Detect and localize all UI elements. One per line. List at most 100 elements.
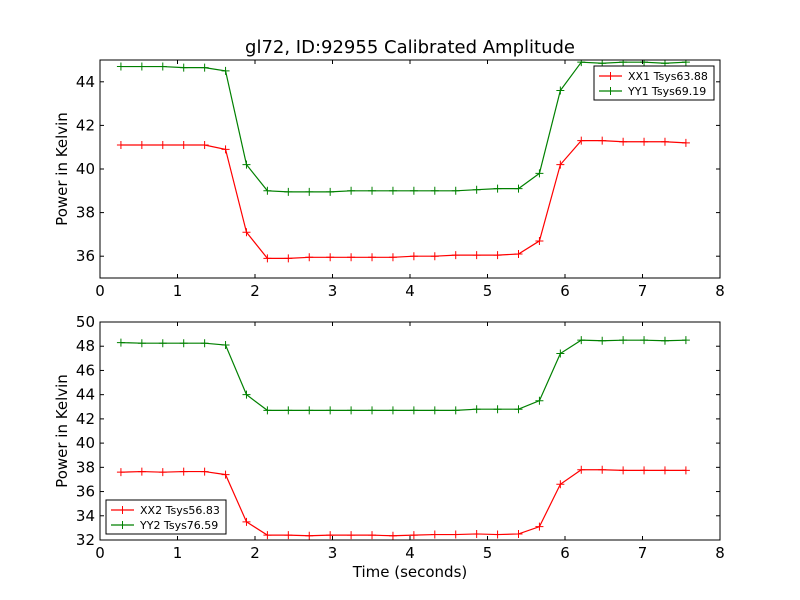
data-point [451, 251, 460, 260]
data-point [158, 468, 167, 477]
legend-marker [606, 72, 615, 80]
data-point [577, 465, 586, 474]
y-tick-label: 32 [76, 531, 95, 549]
data-point [326, 253, 335, 262]
data-point [472, 529, 481, 538]
x-tick-label: 8 [715, 544, 725, 562]
data-point [535, 522, 544, 531]
y-tick-label: 36 [76, 247, 95, 265]
legend: XX1 Tsys63.88 YY1 Tsys69.19 [593, 65, 715, 101]
data-point [305, 406, 314, 415]
data-point [556, 160, 565, 169]
data-point [430, 186, 439, 195]
data-point [368, 531, 377, 540]
data-point [116, 141, 125, 150]
data-point [388, 253, 397, 262]
data-point [179, 467, 188, 476]
y-tick-label: 40 [76, 160, 95, 178]
data-point [681, 336, 690, 345]
x-tick-label: 1 [173, 282, 183, 300]
series-line-2 [120, 61, 686, 193]
data-point [347, 253, 356, 262]
y-tick-label: 42 [76, 410, 95, 428]
data-point [660, 137, 669, 146]
data-point [158, 141, 167, 150]
data-point [430, 530, 439, 539]
top-panel: 0 1 2 3 4 5 6 7 8 36 38 40 42 44 Power in Kelvin XX1 Ts… [53, 59, 725, 300]
x-tick-label: 2 [250, 544, 260, 562]
data-point [179, 63, 188, 72]
x-axis-label: Time (seconds) [352, 563, 468, 581]
data-point [619, 336, 628, 345]
data-point [640, 336, 649, 345]
legend: XX2 Tsys56.83 YY2 Tsys76.59 [105, 499, 227, 535]
data-point [430, 252, 439, 261]
data-point [137, 62, 146, 71]
data-point [221, 341, 230, 350]
data-point [263, 531, 272, 540]
data-point [284, 406, 293, 415]
y-tick-label: 48 [76, 337, 95, 355]
data-point [681, 466, 690, 475]
series-group [116, 336, 690, 540]
data-point [368, 253, 377, 262]
data-point [263, 186, 272, 195]
y-tick-label: 38 [76, 204, 95, 222]
data-point [514, 184, 523, 193]
data-point [514, 529, 523, 538]
data-point [493, 530, 502, 539]
data-point [137, 141, 146, 150]
data-point [326, 187, 335, 196]
y-axis-label: Power in Kelvin [53, 112, 71, 226]
data-point [263, 254, 272, 263]
x-tick-label: 4 [405, 282, 415, 300]
data-point [451, 530, 460, 539]
data-point [451, 186, 460, 195]
legend-box [593, 65, 715, 101]
data-point [284, 531, 293, 540]
legend-label: YY2 Tsys76.59 [139, 519, 218, 532]
x-tick-label: 3 [328, 282, 338, 300]
data-point [430, 406, 439, 415]
data-point [556, 480, 565, 489]
x-tick-label: 6 [560, 544, 570, 562]
y-axis-label: Power in Kelvin [53, 374, 71, 488]
data-point [388, 186, 397, 195]
data-point [619, 137, 628, 146]
x-tick-label: 8 [715, 282, 725, 300]
data-point [347, 406, 356, 415]
data-point [598, 336, 607, 345]
data-point [409, 406, 418, 415]
data-point [158, 339, 167, 348]
legend-label: XX1 Tsys63.88 [628, 70, 708, 83]
data-point [681, 60, 690, 67]
data-point [472, 405, 481, 414]
data-point [305, 531, 314, 540]
data-point [472, 185, 481, 194]
data-point [221, 470, 230, 479]
series-line-1 [120, 469, 686, 537]
data-point [326, 406, 335, 415]
data-point [137, 339, 146, 348]
data-point [640, 137, 649, 146]
data-point [179, 141, 188, 150]
data-point [347, 186, 356, 195]
data-point [409, 186, 418, 195]
data-point [284, 187, 293, 196]
data-point [640, 466, 649, 475]
data-point [200, 63, 209, 72]
data-point [284, 254, 293, 263]
data-point [305, 253, 314, 262]
data-point [368, 406, 377, 415]
legend-marker [118, 521, 127, 529]
y-tick-label: 42 [76, 116, 95, 134]
legend-marker [606, 87, 615, 95]
data-point [200, 141, 209, 150]
data-point [493, 184, 502, 193]
legend-label: YY1 Tsys69.19 [627, 85, 706, 98]
data-point [305, 187, 314, 196]
data-point [535, 236, 544, 245]
series-line-2 [120, 339, 686, 412]
data-point [179, 339, 188, 348]
